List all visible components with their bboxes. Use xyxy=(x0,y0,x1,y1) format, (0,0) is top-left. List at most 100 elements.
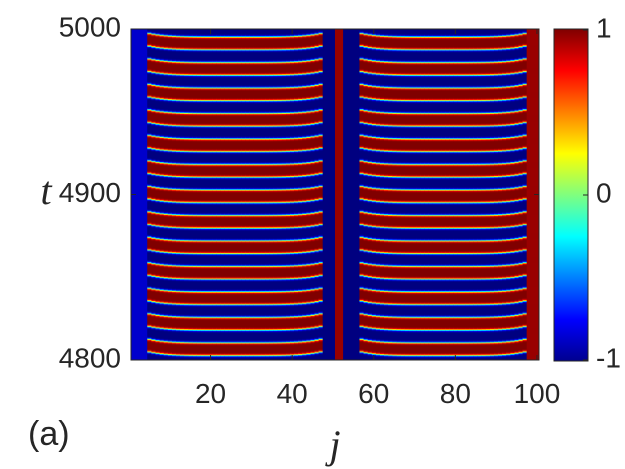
heatmap-cell xyxy=(131,302,136,304)
heatmap-cell xyxy=(143,226,148,229)
heatmap-cell xyxy=(143,81,148,83)
heatmap-cell xyxy=(147,322,152,325)
heatmap-cell xyxy=(139,192,144,194)
heatmap-cell xyxy=(135,163,140,165)
heatmap-cell xyxy=(135,140,140,143)
heatmap-cell xyxy=(139,349,144,351)
heatmap-cell xyxy=(139,260,144,263)
heatmap-cell xyxy=(131,62,136,65)
heatmap-cell xyxy=(143,307,148,310)
heatmap-cell xyxy=(135,345,140,348)
heatmap-cell xyxy=(147,109,152,111)
heatmap-cell xyxy=(131,177,136,180)
heatmap-cell xyxy=(131,139,136,142)
heatmap-cell xyxy=(131,31,136,33)
heatmap-cell xyxy=(139,232,144,234)
heatmap-cell xyxy=(147,316,152,319)
heatmap-cell xyxy=(143,211,148,213)
heatmap-cell xyxy=(147,157,152,159)
heatmap-cell xyxy=(147,150,152,153)
heatmap-cell xyxy=(135,226,140,229)
heatmap-cell xyxy=(139,268,144,270)
heatmap-cell xyxy=(143,302,148,304)
heatmap-cell xyxy=(131,104,136,106)
heatmap-cell xyxy=(143,30,148,33)
heatmap-cell xyxy=(139,53,144,55)
heatmap-cell xyxy=(139,244,144,246)
heatmap-cell xyxy=(147,321,152,323)
heatmap-cell xyxy=(143,148,148,151)
heatmap-cell xyxy=(135,75,140,77)
heatmap-cell xyxy=(147,312,152,315)
heatmap-cell xyxy=(135,326,140,329)
heatmap-cell xyxy=(131,241,136,244)
heatmap-cell xyxy=(131,48,136,50)
heatmap-cell xyxy=(135,200,140,202)
heatmap-cell xyxy=(147,315,152,317)
heatmap-cell xyxy=(131,67,136,70)
heatmap-cell xyxy=(143,38,148,40)
heatmap-cell xyxy=(135,192,140,195)
heatmap-cell xyxy=(139,262,144,264)
heatmap-cell xyxy=(143,269,148,272)
heatmap-cell xyxy=(135,246,140,249)
heatmap-cell xyxy=(143,46,148,48)
heatmap-cell xyxy=(147,235,152,238)
heatmap-cell xyxy=(131,172,136,175)
heatmap-cell xyxy=(143,159,148,162)
heatmap-cell xyxy=(143,122,148,124)
heatmap-cell xyxy=(143,344,148,346)
heatmap-cell xyxy=(139,191,144,193)
heatmap-cell xyxy=(143,268,148,270)
heatmap-cell xyxy=(131,286,136,288)
heatmap-cell xyxy=(131,283,136,285)
heatmap-cell xyxy=(131,89,136,91)
heatmap-cell xyxy=(135,288,140,291)
heatmap-cell xyxy=(135,53,140,56)
heatmap-cell xyxy=(131,327,136,330)
heatmap-cell xyxy=(131,242,136,244)
heatmap-cell xyxy=(143,150,148,153)
heatmap-cell xyxy=(143,162,148,164)
heatmap-cell xyxy=(143,228,148,230)
heatmap-cell xyxy=(143,40,148,43)
heatmap-cell xyxy=(139,294,144,297)
heatmap-cell xyxy=(139,208,144,210)
heatmap-cell xyxy=(143,69,148,71)
heatmap-cell xyxy=(135,259,140,262)
heatmap-cell xyxy=(143,67,148,69)
heatmap-cell xyxy=(143,224,148,226)
heatmap-cell xyxy=(147,225,152,227)
heatmap-cell xyxy=(131,168,136,170)
heatmap-cell xyxy=(131,47,136,49)
heatmap-cell xyxy=(147,340,152,342)
heatmap-cell xyxy=(135,55,140,57)
heatmap-cell xyxy=(143,202,148,205)
heatmap-cell xyxy=(135,159,140,162)
heatmap-cell xyxy=(131,249,136,251)
heatmap-cell xyxy=(135,320,140,322)
heatmap-cell xyxy=(131,245,136,248)
heatmap-cell xyxy=(139,139,144,142)
heatmap-cell xyxy=(135,155,140,158)
heatmap-cell xyxy=(135,62,140,64)
heatmap-cell xyxy=(135,157,140,159)
heatmap-cell xyxy=(135,254,140,257)
heatmap-cell xyxy=(135,57,140,60)
heatmap-cell xyxy=(131,311,136,313)
heatmap-cell xyxy=(139,145,144,148)
heatmap-cell xyxy=(135,52,140,54)
heatmap-cell xyxy=(143,249,148,252)
heatmap-cell xyxy=(131,278,136,280)
heatmap-cell xyxy=(143,199,148,201)
heatmap-cell xyxy=(139,225,144,227)
heatmap-cell xyxy=(135,334,140,336)
heatmap-cell xyxy=(143,196,148,199)
heatmap-cell xyxy=(131,162,136,164)
heatmap-cell xyxy=(147,320,152,322)
heatmap-cell xyxy=(135,107,140,110)
heatmap-cell xyxy=(147,357,152,359)
heatmap-cell xyxy=(135,338,140,340)
heatmap-cell xyxy=(143,335,148,337)
